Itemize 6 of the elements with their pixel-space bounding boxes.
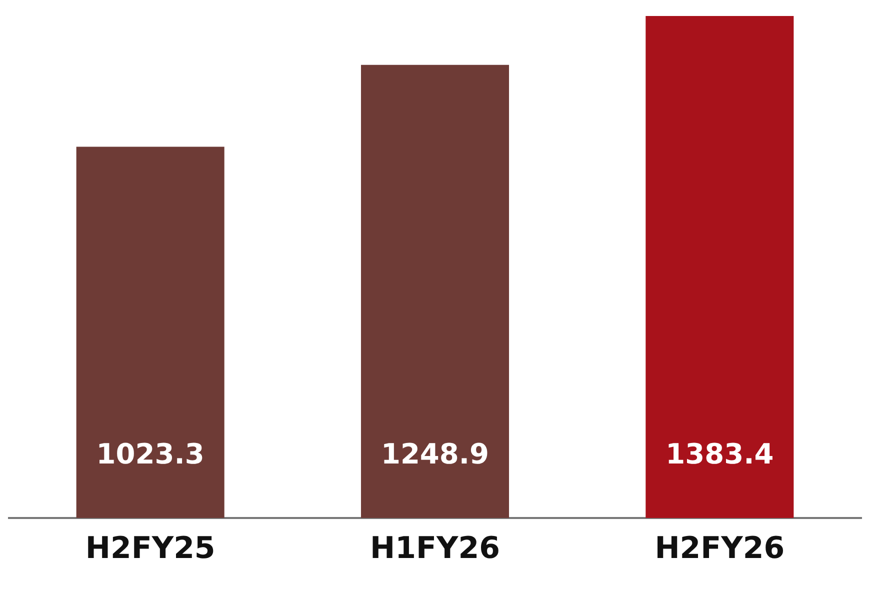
x-tick-label: H1FY26 (370, 530, 500, 566)
x-tick-label: H2FY26 (654, 530, 785, 566)
data-label: 1383.4 (666, 437, 774, 470)
data-label: 1248.9 (380, 437, 490, 470)
x-tick-label: H2FY25 (85, 530, 216, 566)
data-label: 1023.3 (96, 437, 204, 470)
